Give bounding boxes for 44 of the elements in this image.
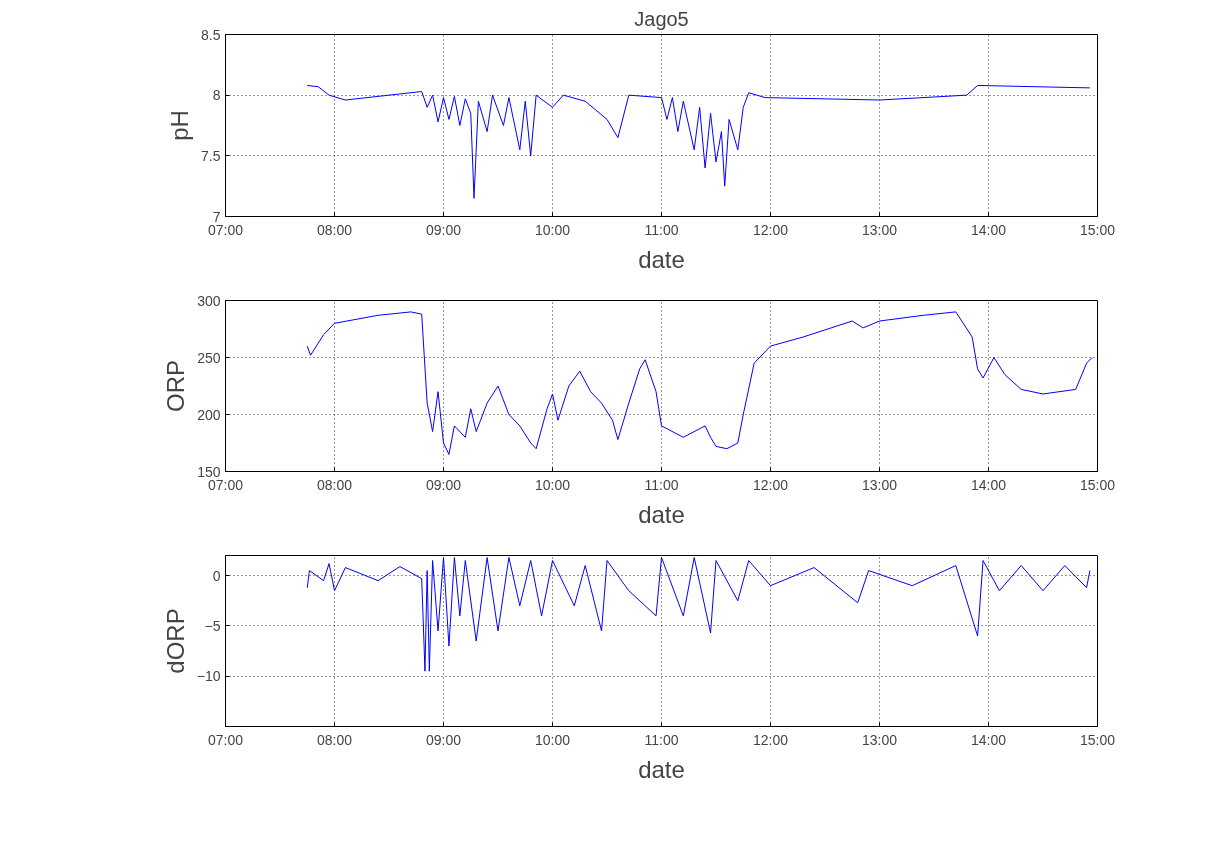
x-tick-label: 13:00 <box>861 221 898 238</box>
x-tick-label: 10:00 <box>534 476 571 493</box>
y-tick-label: −5 <box>204 617 221 634</box>
y-tick-label: 200 <box>197 406 221 423</box>
y-tick-label: 8.5 <box>201 26 221 43</box>
x-axis-title: date <box>638 755 685 783</box>
x-tick-label: 12:00 <box>752 221 789 238</box>
x-tick-label: 11:00 <box>644 221 679 238</box>
x-tick-label: 09:00 <box>425 476 462 493</box>
x-tick-label: 09:00 <box>425 221 462 238</box>
y-tick-label: 0 <box>212 567 221 584</box>
x-tick-label: 15:00 <box>1079 731 1116 748</box>
x-tick-label: 08:00 <box>316 221 353 238</box>
line-series <box>306 311 1093 455</box>
y-axis-title: dORP <box>161 608 189 674</box>
y-tick-label: −10 <box>196 668 221 685</box>
line-series <box>306 84 1091 199</box>
x-axis-title: date <box>638 245 685 273</box>
x-tick-label: 15:00 <box>1079 476 1116 493</box>
y-tick-label: 7.5 <box>201 147 221 164</box>
x-tick-label: 15:00 <box>1079 221 1116 238</box>
line-series <box>306 557 1091 672</box>
y-axis-title: pH <box>166 110 194 141</box>
x-tick-label: 14:00 <box>970 221 1007 238</box>
chart-title: Jago5 <box>634 7 689 30</box>
x-axis-title: date <box>638 500 685 528</box>
x-tick-label: 13:00 <box>861 476 898 493</box>
x-tick-label: 07:00 <box>207 731 244 748</box>
x-tick-label: 14:00 <box>970 731 1007 748</box>
x-tick-label: 10:00 <box>534 731 571 748</box>
x-tick-label: 09:00 <box>425 731 462 748</box>
x-tick-label: 11:00 <box>644 476 679 493</box>
y-tick-label: 250 <box>197 349 221 366</box>
y-tick-label: 300 <box>197 292 221 309</box>
x-tick-label: 08:00 <box>316 731 353 748</box>
x-tick-label: 10:00 <box>534 221 571 238</box>
x-tick-label: 12:00 <box>752 731 789 748</box>
x-tick-label: 13:00 <box>861 731 898 748</box>
x-tick-label: 12:00 <box>752 476 789 493</box>
x-tick-label: 11:00 <box>644 731 679 748</box>
y-tick-label: 8 <box>212 87 221 104</box>
x-tick-label: 08:00 <box>316 476 353 493</box>
y-axis-title: ORP <box>162 359 190 412</box>
x-tick-label: 14:00 <box>970 476 1007 493</box>
